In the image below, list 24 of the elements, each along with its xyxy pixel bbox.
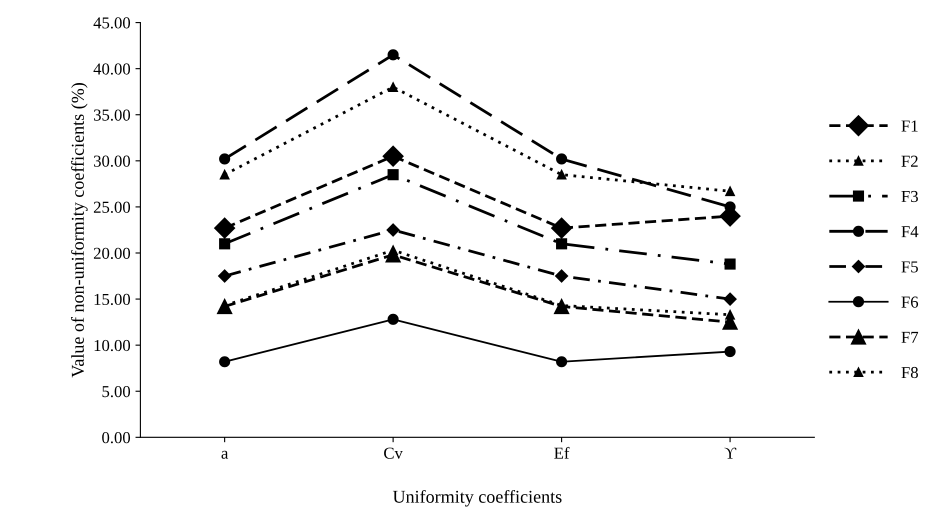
legend-label: F1 [901,120,918,132]
x-tick-label: Cv [384,448,403,459]
x-tick-label: Ef [554,446,570,459]
y-tick-label: 5.00 [102,386,130,398]
legend-label: F8 [901,366,918,378]
legend-label: F4 [901,226,918,238]
x-axis-title: Uniformity coefficients [392,490,562,507]
y-axis-title: Value of non-uniformity coefficients (%) [71,83,88,378]
x-tick-label: a [222,450,228,459]
y-tick-label: 45.00 [94,17,130,29]
legend-label: F7 [901,332,918,343]
y-tick-label: 15.00 [94,294,130,306]
legend-label: F2 [901,156,918,167]
y-tick-label: 20.00 [94,248,130,260]
y-tick-label: 0.00 [102,432,130,444]
y-tick-label: 40.00 [94,63,130,75]
legend-label: F6 [901,296,918,308]
y-tick-label: 35.00 [94,109,130,121]
legend-label: F3 [901,190,918,202]
x-tick-label: ϒ [724,448,736,459]
legend-label: F5 [901,261,918,273]
y-tick-label: 10.00 [94,340,130,352]
y-tick-label: 25.00 [94,202,130,213]
y-tick-label: 30.00 [94,156,130,167]
